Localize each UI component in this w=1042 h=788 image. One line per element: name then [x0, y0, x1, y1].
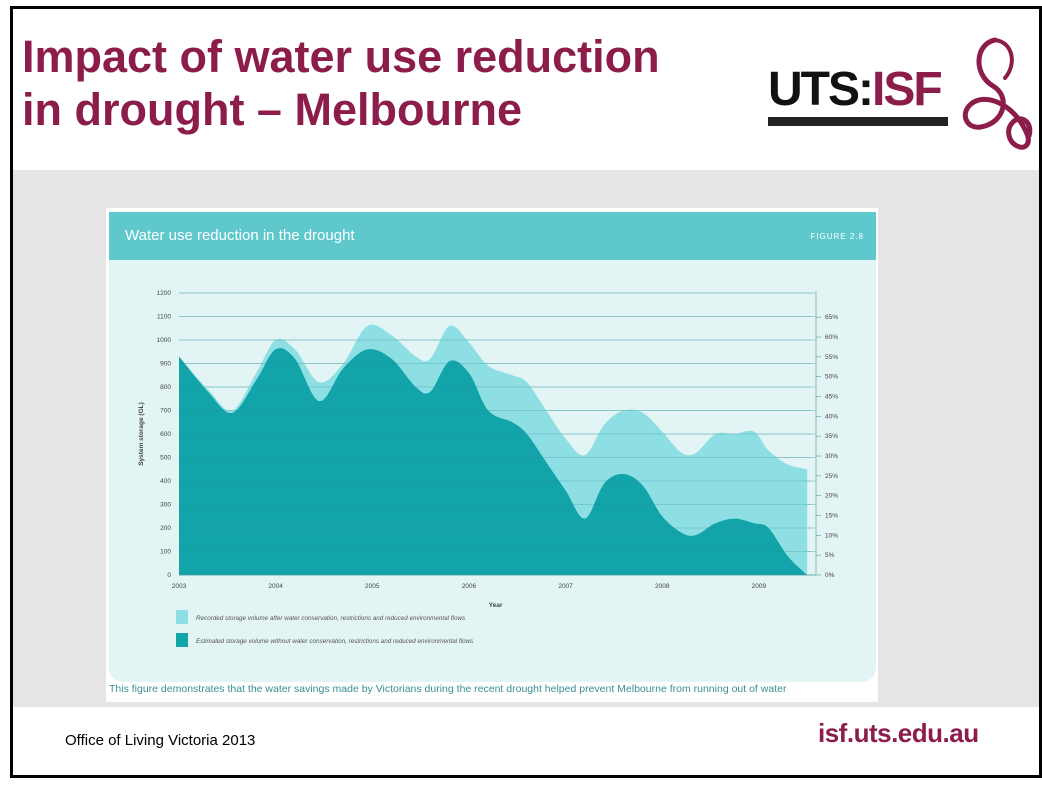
slide-title-line-2: in drought – Melbourne: [22, 84, 522, 135]
y-tick-label-12: 1200: [157, 290, 172, 297]
y-tick-label-11: 1100: [157, 314, 171, 321]
slide-title: Impact of water use reduction in drought…: [22, 30, 762, 136]
legend-swatch-0: [176, 610, 188, 624]
slide-title-line-1: Impact of water use reduction: [22, 31, 660, 82]
y-tick-label-9: 900: [160, 361, 171, 368]
figure-header: Water use reduction in the drought FIGUR…: [109, 212, 876, 260]
x-tick-label-3: 2006: [462, 583, 477, 590]
figure-inner: Water use reduction in the drought FIGUR…: [109, 212, 876, 682]
y-tick-label-3: 300: [160, 502, 171, 509]
y2-tick-label-10: 50%: [825, 374, 838, 381]
y2-tick-label-12: 60%: [825, 334, 838, 341]
y-tick-label-6: 600: [160, 431, 171, 438]
logo-wordmark: UTS:ISF: [768, 63, 943, 116]
figure-panel: Water use reduction in the drought FIGUR…: [106, 208, 878, 702]
x-tick-label-1: 2004: [268, 583, 283, 590]
logo-isf-text: ISF: [871, 63, 943, 116]
uts-isf-logo: UTS:ISF: [760, 34, 1035, 154]
y2-tick-label-3: 15%: [825, 513, 838, 520]
y2-tick-label-9: 45%: [825, 394, 838, 401]
x-axis-title: Year: [489, 602, 503, 609]
y2-tick-label-1: 5%: [825, 552, 835, 559]
y2-tick-label-11: 55%: [825, 354, 838, 361]
y2-tick-label-0: 0%: [825, 572, 835, 579]
logo-strapline-bar: [768, 117, 948, 126]
y-tick-label-4: 400: [160, 478, 171, 485]
x-tick-label-4: 2007: [558, 583, 573, 590]
source-citation: Office of Living Victoria 2013: [65, 732, 256, 749]
y-tick-label-8: 800: [160, 384, 171, 391]
y2-tick-label-13: 65%: [825, 314, 838, 321]
y2-tick-label-7: 35%: [825, 433, 838, 440]
y2-tick-label-2: 10%: [825, 532, 838, 539]
y-tick-label-10: 1000: [157, 337, 172, 344]
figure-caption: This figure demonstrates that the water …: [109, 683, 787, 695]
y-tick-label-1: 100: [160, 549, 171, 556]
y-tick-label-0: 0: [167, 572, 171, 579]
website-url: isf.uts.edu.au: [818, 718, 979, 748]
series-area-1: [179, 348, 808, 575]
legend-swatch-1: [176, 633, 188, 647]
y2-tick-label-5: 25%: [825, 473, 838, 480]
figure-label: FIGURE 2.8: [810, 232, 864, 241]
figure-title: Water use reduction in the drought: [125, 227, 355, 244]
legend-label-1: Estimated storage volume without water c…: [196, 638, 474, 645]
logo-uts-text: UTS:: [768, 63, 874, 116]
x-tick-label-0: 2003: [172, 583, 187, 590]
y2-tick-label-4: 20%: [825, 493, 838, 500]
x-tick-label-2: 2005: [365, 583, 380, 590]
x-tick-label-5: 2008: [655, 583, 670, 590]
legend-label-0: Recorded storage volume after water cons…: [196, 615, 466, 622]
y-axis-title: System storage (GL): [138, 402, 145, 466]
storage-area-chart: 0 100 200 300 400 500 600 700 800 900 1000 1100 1200…: [138, 290, 838, 647]
x-tick-label-6: 2009: [752, 583, 767, 590]
y-tick-label-2: 200: [160, 525, 171, 532]
logo-ribbon-icon: [962, 37, 1033, 150]
y-tick-label-7: 700: [160, 408, 171, 415]
y2-tick-label-8: 40%: [825, 413, 838, 420]
y-tick-label-5: 500: [160, 455, 171, 462]
y2-tick-label-6: 30%: [825, 453, 838, 460]
